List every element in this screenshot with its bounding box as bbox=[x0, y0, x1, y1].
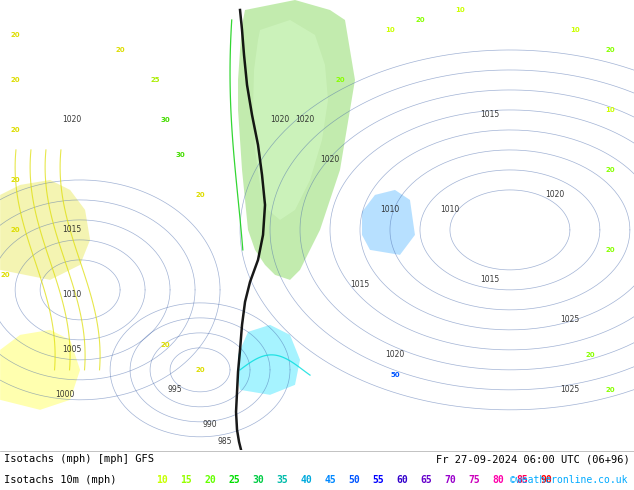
Text: 20: 20 bbox=[10, 77, 20, 83]
Text: 1025: 1025 bbox=[560, 316, 579, 324]
Text: 1020: 1020 bbox=[545, 191, 564, 199]
Polygon shape bbox=[253, 20, 328, 220]
Text: 35: 35 bbox=[276, 475, 288, 485]
Text: 985: 985 bbox=[218, 437, 232, 446]
Text: 60: 60 bbox=[396, 475, 408, 485]
Polygon shape bbox=[238, 325, 300, 395]
Text: 20: 20 bbox=[605, 247, 615, 253]
Polygon shape bbox=[238, 0, 355, 280]
Text: 1025: 1025 bbox=[560, 385, 579, 394]
Text: 20: 20 bbox=[605, 387, 615, 393]
Polygon shape bbox=[362, 190, 415, 255]
Text: 1015: 1015 bbox=[63, 225, 82, 234]
Text: 70: 70 bbox=[444, 475, 456, 485]
Text: 20: 20 bbox=[585, 352, 595, 358]
Text: 1020: 1020 bbox=[270, 116, 290, 124]
Text: 20: 20 bbox=[605, 167, 615, 173]
Text: 1015: 1015 bbox=[481, 275, 500, 284]
Text: 30: 30 bbox=[175, 152, 185, 158]
Text: 25: 25 bbox=[228, 475, 240, 485]
Text: 45: 45 bbox=[324, 475, 336, 485]
Text: 30: 30 bbox=[252, 475, 264, 485]
Text: 1020: 1020 bbox=[385, 350, 404, 359]
Text: 990: 990 bbox=[203, 420, 217, 429]
Text: 1020: 1020 bbox=[295, 116, 314, 124]
Text: 25: 25 bbox=[150, 77, 160, 83]
Text: 20: 20 bbox=[195, 367, 205, 373]
Text: 40: 40 bbox=[300, 475, 312, 485]
Text: 75: 75 bbox=[468, 475, 480, 485]
Text: 20: 20 bbox=[415, 17, 425, 23]
Text: ©weatheronline.co.uk: ©weatheronline.co.uk bbox=[510, 475, 628, 485]
Text: 20: 20 bbox=[10, 227, 20, 233]
Text: 1020: 1020 bbox=[320, 155, 340, 165]
Text: 20: 20 bbox=[335, 77, 345, 83]
Text: 1000: 1000 bbox=[55, 391, 75, 399]
Text: Isotachs 10m (mph): Isotachs 10m (mph) bbox=[4, 475, 117, 485]
Text: 50: 50 bbox=[390, 372, 400, 378]
Text: 1010: 1010 bbox=[63, 291, 82, 299]
Text: 10: 10 bbox=[156, 475, 168, 485]
Text: 55: 55 bbox=[372, 475, 384, 485]
Text: 995: 995 bbox=[168, 385, 183, 394]
Text: 65: 65 bbox=[420, 475, 432, 485]
Text: 1010: 1010 bbox=[441, 205, 460, 215]
Text: 10: 10 bbox=[385, 27, 395, 33]
Text: 20: 20 bbox=[160, 342, 170, 348]
Text: 85: 85 bbox=[516, 475, 528, 485]
Text: 30: 30 bbox=[160, 117, 170, 123]
Text: 20: 20 bbox=[0, 272, 10, 278]
Text: 20: 20 bbox=[195, 192, 205, 198]
Polygon shape bbox=[0, 330, 80, 410]
Text: 20: 20 bbox=[115, 47, 125, 53]
Text: 20: 20 bbox=[10, 127, 20, 133]
Text: 10: 10 bbox=[605, 107, 615, 113]
Text: 1015: 1015 bbox=[481, 110, 500, 120]
Text: 1010: 1010 bbox=[380, 205, 399, 215]
Text: 20: 20 bbox=[605, 47, 615, 53]
Text: 20: 20 bbox=[204, 475, 216, 485]
Text: 20: 20 bbox=[10, 32, 20, 38]
Text: 80: 80 bbox=[492, 475, 504, 485]
Text: 1015: 1015 bbox=[351, 280, 370, 290]
Text: 1020: 1020 bbox=[63, 116, 82, 124]
Text: Fr 27-09-2024 06:00 UTC (06+96): Fr 27-09-2024 06:00 UTC (06+96) bbox=[436, 454, 630, 464]
Text: 90: 90 bbox=[540, 475, 552, 485]
Text: 15: 15 bbox=[180, 475, 192, 485]
Text: 10: 10 bbox=[455, 7, 465, 13]
Text: 10: 10 bbox=[570, 27, 579, 33]
Text: 20: 20 bbox=[10, 177, 20, 183]
Text: Isotachs (mph) [mph] GFS: Isotachs (mph) [mph] GFS bbox=[4, 454, 154, 464]
Polygon shape bbox=[0, 180, 90, 280]
Text: 1005: 1005 bbox=[62, 345, 82, 354]
Text: 50: 50 bbox=[348, 475, 360, 485]
